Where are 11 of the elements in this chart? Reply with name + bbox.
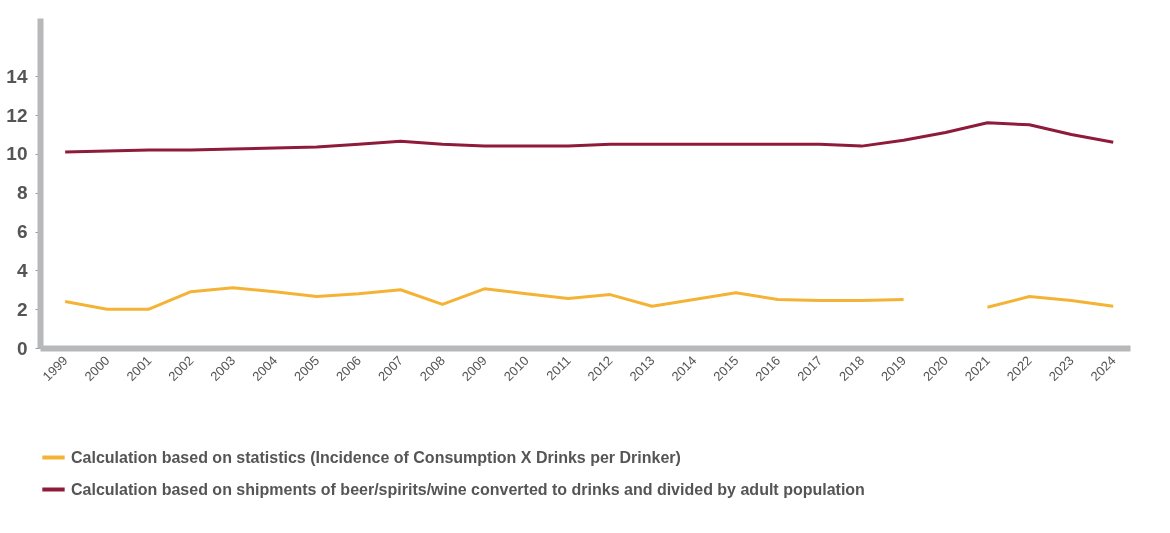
y-tick-label: 4 — [16, 259, 28, 281]
y-tick-label: 6 — [16, 221, 28, 243]
y-tick-label: 0 — [16, 337, 28, 359]
y-tick-label: 12 — [6, 104, 28, 126]
legend-label: Calculation based on statistics (Incidence of Consumption X Drinks per Drinker) — [71, 448, 681, 466]
y-tick-label: 8 — [16, 182, 28, 204]
line-series — [63, 121, 1115, 154]
y-tick-label: 2 — [16, 298, 28, 320]
y-tick-label: 14 — [6, 65, 28, 87]
legend-label: Calculation based on shipments of beer/spirits/wine converted to drinks and divided by adult population — [71, 480, 865, 498]
y-tick-label: 10 — [6, 143, 28, 165]
